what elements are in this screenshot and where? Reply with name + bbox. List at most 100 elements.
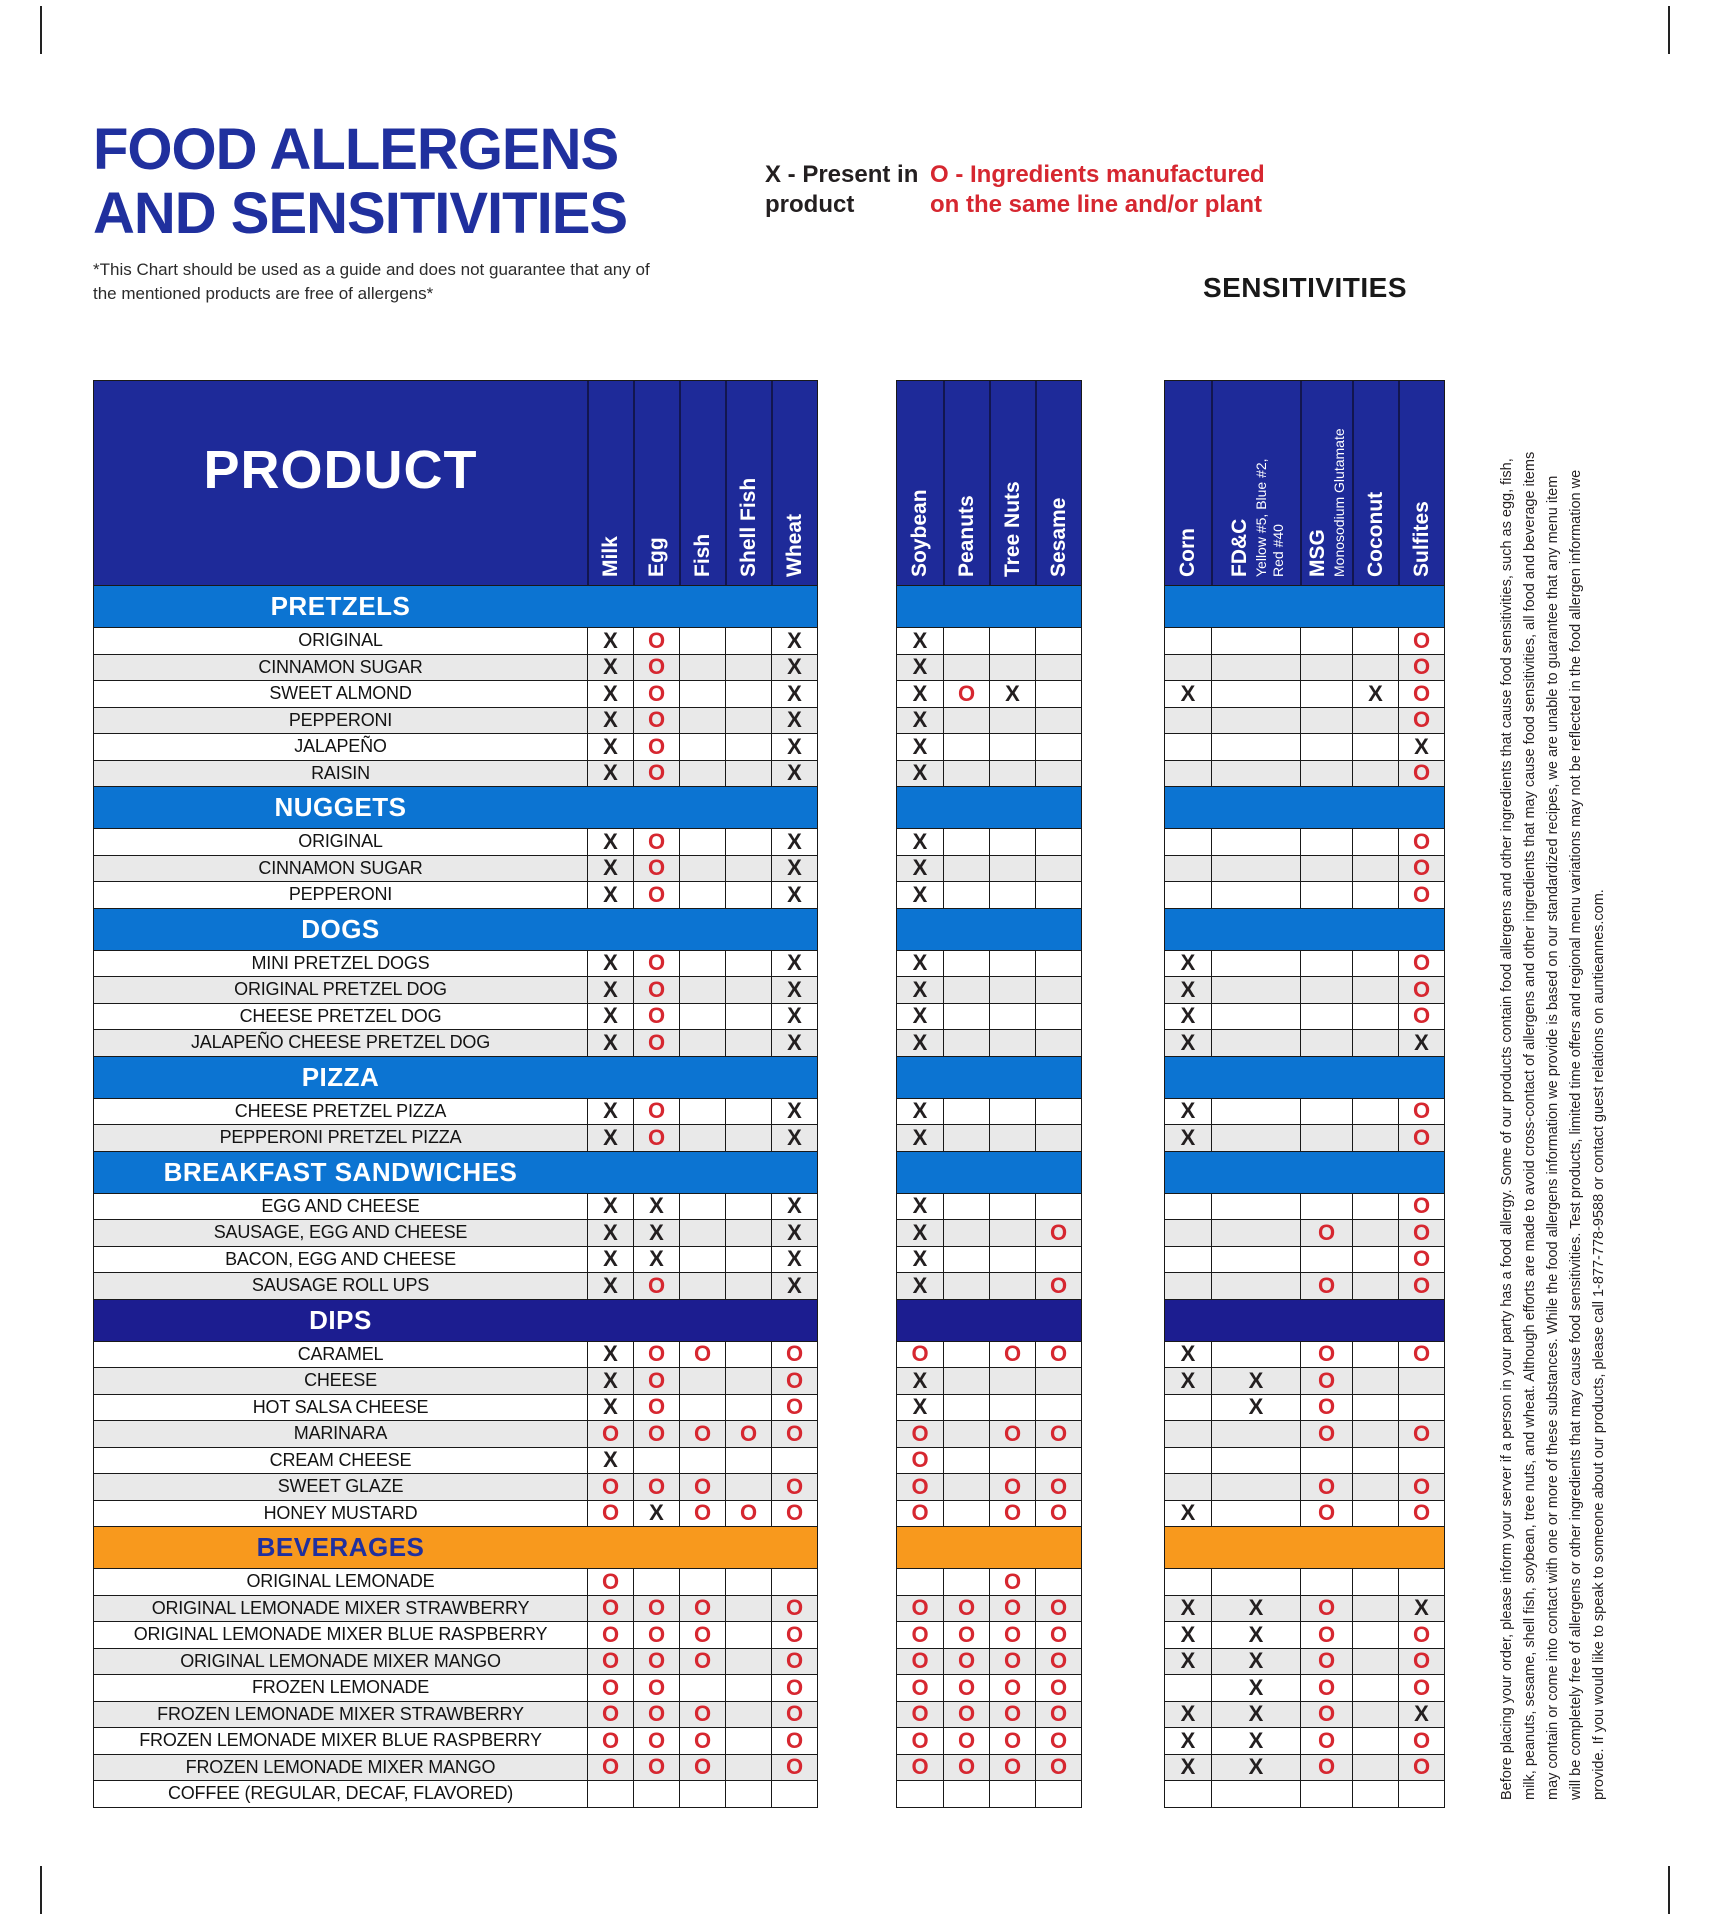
mark-empty — [1398, 1368, 1444, 1394]
mark-same-line: O — [587, 1474, 633, 1500]
mark-empty — [943, 1368, 989, 1394]
mark-present: X — [587, 1220, 633, 1246]
mark-empty — [1211, 1474, 1300, 1500]
mark-empty — [1300, 628, 1352, 654]
mark-same-line: O — [1398, 1246, 1444, 1272]
mark-present: X — [587, 1193, 633, 1219]
table-row: SWEET ALMOND X O X — [94, 680, 817, 707]
mark-present: X — [587, 760, 633, 786]
mark-empty — [1035, 855, 1081, 881]
mark-present: X — [587, 707, 633, 733]
mark-same-line: O — [943, 1728, 989, 1754]
mark-present: X — [912, 1029, 928, 1055]
table-row: HOT SALSA CHEESE X O O — [94, 1393, 817, 1420]
mark-empty — [943, 734, 989, 760]
mark-empty — [943, 882, 989, 908]
msg-sub: Monosodium Glutamate — [1331, 428, 1347, 577]
main-table: PRODUCT Milk Egg Fish Shell Fish Wheat P… — [93, 380, 818, 1808]
table-row: ORIGINAL LEMONADE MIXER BLUE RASPBERRY O O… — [94, 1621, 817, 1648]
mark-empty — [679, 950, 725, 976]
table-row: ORIGINAL X O X — [94, 627, 817, 654]
mark-same-line: O — [633, 1595, 679, 1621]
mark-empty — [725, 882, 771, 908]
table-row: X — [897, 828, 1081, 855]
disclaimer-subtitle: *This Chart should be used as a guide an… — [93, 260, 650, 303]
section-header-pizza — [1165, 1055, 1444, 1098]
mark-present: X — [1180, 1124, 1196, 1150]
mark-present: X — [912, 881, 928, 907]
mark-same-line: O — [1398, 977, 1444, 1003]
mark-same-line: O — [1300, 1701, 1352, 1727]
mark-same-line: O — [1300, 1273, 1352, 1299]
mark-same-line: O — [989, 1474, 1035, 1500]
mark-same-line: O — [679, 1595, 725, 1621]
section-header-dips: DIPS — [94, 1298, 817, 1341]
mark-empty — [943, 1098, 989, 1124]
table-row: PEPPERONI PRETZEL PIZZA X O X — [94, 1124, 817, 1151]
mark-empty — [1352, 1595, 1398, 1621]
table-row: X — [897, 706, 1081, 733]
table-row: O — [897, 1446, 1081, 1473]
legend-same-line: O - Ingredients manufactured on the same… — [930, 161, 1265, 218]
mark-empty — [989, 1246, 1035, 1272]
table-row: JALAPEÑO CHEESE PRETZEL DOG X O X — [94, 1029, 817, 1056]
mark-empty — [725, 1728, 771, 1754]
section-header-dips — [1165, 1298, 1444, 1341]
mark-present: X — [912, 627, 928, 653]
mark-same-line: O — [633, 1030, 679, 1056]
section-header-beverages — [897, 1526, 1081, 1568]
product-name: CARAMEL — [297, 1343, 384, 1364]
mark-present: X — [771, 681, 817, 707]
mark-same-line: O — [679, 1648, 725, 1674]
mark-same-line: O — [943, 1648, 989, 1674]
table-row: X — [897, 1245, 1081, 1272]
table-row: O — [1165, 881, 1444, 908]
mark-same-line: O — [679, 1341, 725, 1367]
mark-same-line: O — [911, 1754, 929, 1780]
table-row: PEPPERONI X O X — [94, 706, 817, 733]
table-row: CINNAMON SUGAR X O X — [94, 854, 817, 881]
mark-empty — [1165, 1448, 1211, 1474]
product-name: PEPPERONI PRETZEL PIZZA — [219, 1127, 462, 1148]
mark-same-line: O — [911, 1341, 929, 1367]
mark-empty — [1352, 1648, 1398, 1674]
mark-present: X — [587, 1003, 633, 1029]
mark-empty — [1352, 1273, 1398, 1299]
mark-empty — [679, 1030, 725, 1056]
product-name: SWEET ALMOND — [269, 683, 412, 704]
mark-empty — [1211, 882, 1300, 908]
table-row: COFFEE (REGULAR, DECAF, FLAVORED) — [94, 1780, 817, 1807]
mark-empty — [1300, 1003, 1352, 1029]
mark-empty — [1352, 707, 1398, 733]
mark-empty — [1035, 1246, 1081, 1272]
section-header-pizza — [897, 1055, 1081, 1098]
mark-same-line: O — [1035, 1595, 1081, 1621]
mark-empty — [1035, 1030, 1081, 1056]
mark-present: X — [1180, 1701, 1196, 1727]
mark-present: X — [587, 734, 633, 760]
mark-empty — [725, 1569, 771, 1595]
mark-empty — [1352, 855, 1398, 881]
mark-present: X — [587, 1125, 633, 1151]
section-header-pretzels — [897, 585, 1081, 627]
mark-empty — [725, 1098, 771, 1124]
mark-same-line: O — [1300, 1368, 1352, 1394]
mark-same-line: O — [1398, 882, 1444, 908]
mark-same-line: O — [633, 681, 679, 707]
mark-same-line: O — [943, 1595, 989, 1621]
mark-same-line: O — [679, 1474, 725, 1500]
mark-empty — [1211, 950, 1300, 976]
mark-empty — [679, 734, 725, 760]
mark-present: X — [771, 882, 817, 908]
mark-empty — [989, 1781, 1035, 1807]
disclaimer-line-1: Before placing your order, please inform… — [1499, 458, 1515, 1800]
mark-present: X — [912, 1367, 928, 1393]
mark-present: X — [912, 1124, 928, 1150]
mark-present: X — [633, 1220, 679, 1246]
